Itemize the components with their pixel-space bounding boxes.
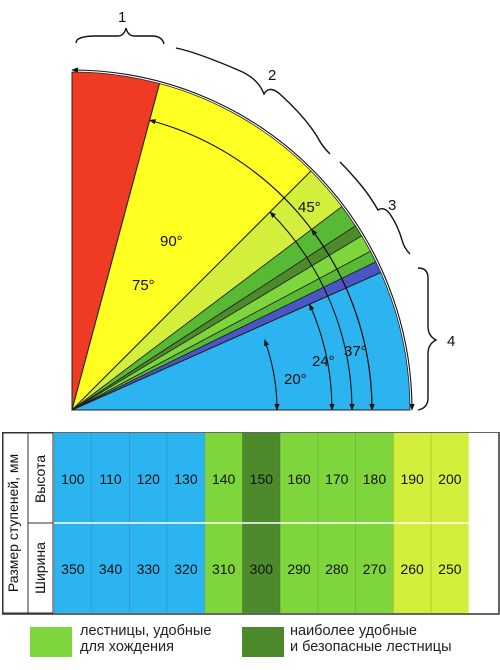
- angle-label-75: 75°: [132, 277, 155, 294]
- section-label-2: 2: [268, 67, 276, 84]
- row-label-width: Ширина: [32, 542, 48, 594]
- height-cell-1: 110: [99, 471, 122, 487]
- height-cell-10: 200: [438, 471, 462, 487]
- legend-label-comfortable: лестницы, удобные для хождения: [80, 623, 212, 655]
- angle-label-90: 90°: [160, 233, 183, 250]
- height-cell-6: 160: [287, 471, 311, 487]
- width-cell-1: 340: [99, 561, 123, 577]
- legend-safest: наиболее удобные и безопасные лестницы: [242, 623, 500, 663]
- height-cell-3: 130: [174, 471, 198, 487]
- stair-angle-diagram: 1 2 3 4 90° 75° 45° 37° 24° 20°: [71, 9, 455, 412]
- section-braces: 1 2 3 4: [75, 9, 455, 411]
- brace-1: [75, 27, 165, 45]
- width-cell-4: 310: [212, 561, 236, 577]
- row-label-height: Высота: [32, 455, 48, 503]
- height-cell-7: 170: [325, 471, 349, 487]
- width-cell-3: 320: [174, 561, 198, 577]
- angle-labels: 90° 75° 45° 37° 24° 20°: [132, 199, 367, 388]
- angle-arcs: [71, 67, 415, 411]
- section-label-3: 3: [388, 197, 396, 214]
- table-group-label: Размер ступеней, мм: [5, 454, 21, 592]
- width-cell-2: 330: [137, 561, 161, 577]
- arc-37: [311, 228, 375, 411]
- height-cell-0: 100: [61, 471, 85, 487]
- arc-20: [264, 339, 280, 411]
- angle-label-24: 24°: [312, 353, 335, 370]
- legend-swatch-dark-green: [242, 627, 284, 657]
- angle-label-37: 37°: [344, 343, 367, 360]
- width-cell-9: 260: [400, 561, 424, 577]
- height-cell-9: 190: [400, 471, 424, 487]
- arc-24: [309, 303, 335, 411]
- brace-3: [339, 161, 411, 255]
- legend-swatch-light-green: [30, 627, 72, 657]
- angle-label-20: 20°: [284, 371, 307, 388]
- width-cell-8: 270: [363, 561, 387, 577]
- step-size-table: Размер ступеней, мм Высота Ширина 100 350 110…: [2, 432, 500, 615]
- width-cell-6: 290: [287, 561, 311, 577]
- legend-comfortable: лестницы, удобные для хождения: [30, 623, 250, 663]
- section-label-4: 4: [447, 333, 455, 350]
- brace-2: [175, 47, 331, 155]
- width-cell-10: 250: [438, 561, 462, 577]
- width-cell-5: 300: [250, 561, 274, 577]
- width-cell-7: 280: [325, 561, 349, 577]
- angle-label-45: 45°: [298, 199, 321, 216]
- section-label-1: 1: [118, 9, 126, 26]
- height-cell-5: 150: [250, 471, 274, 487]
- height-cell-2: 120: [137, 471, 161, 487]
- legend-label-safest: наиболее удобные и безопасные лестницы: [290, 623, 452, 655]
- height-cell-4: 140: [212, 471, 236, 487]
- height-cell-8: 180: [363, 471, 387, 487]
- brace-4: [417, 267, 438, 411]
- width-cell-0: 350: [61, 561, 85, 577]
